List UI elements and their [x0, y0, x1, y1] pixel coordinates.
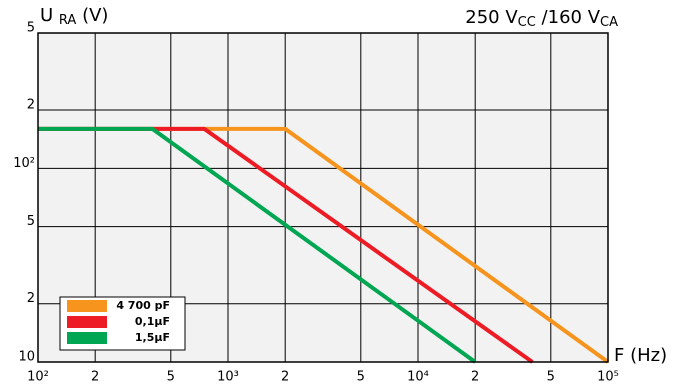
x-axis-label: F (Hz) [614, 345, 667, 366]
x-tick-label: 2 [471, 370, 479, 385]
x-tick-label: 10² [27, 370, 49, 385]
y-tick-label: 2 [27, 291, 35, 306]
y-tick-label: 5 [27, 214, 35, 229]
x-tick-label: 5 [167, 370, 175, 385]
x-tick-label: 10⁵ [597, 370, 619, 385]
annotation: 250 VCC /160 VCA [465, 7, 618, 30]
legend-label: 0,1µF [135, 315, 170, 328]
plot-border [37, 32, 609, 363]
legend-swatch [67, 332, 107, 344]
y-tick-label: 10² [13, 156, 35, 171]
y-axis-label: U RA (V) [40, 5, 108, 30]
y-tick-label: 5 [27, 21, 35, 36]
x-tick-label: 2 [91, 370, 99, 385]
x-tick-label: 10⁴ [407, 370, 429, 385]
legend-label: 4 700 pF [116, 299, 170, 312]
legend-swatch [67, 300, 107, 312]
series-line [38, 126, 477, 364]
legend-swatch [67, 316, 107, 328]
x-tick-label: 2 [281, 370, 289, 385]
x-tick-label: 5 [547, 370, 555, 385]
y-tick-label: 10 [18, 350, 35, 365]
x-tick-label: 5 [357, 370, 365, 385]
y-tick-label: 2 [27, 98, 35, 113]
x-tick-label: 10³ [217, 370, 239, 385]
legend-label: 1,5µF [135, 331, 170, 344]
